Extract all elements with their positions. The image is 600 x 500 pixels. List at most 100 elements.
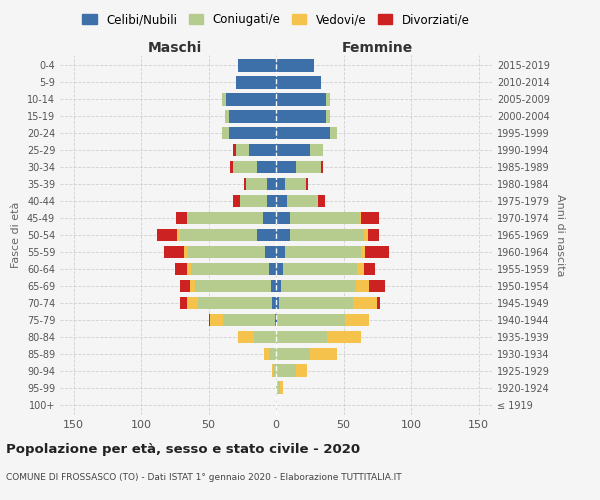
Bar [223,314,276,326]
Bar [276,246,361,258]
Bar [276,228,368,241]
Bar [276,144,323,156]
Bar [230,160,276,173]
Bar [274,364,276,377]
Bar [276,348,310,360]
Bar [276,246,365,258]
Bar [238,59,276,72]
Bar [276,280,369,292]
Bar [209,314,276,326]
Bar [235,76,276,88]
Bar [226,93,276,106]
Bar [191,262,276,276]
Bar [276,178,306,190]
Bar [276,228,290,241]
Bar [276,76,320,88]
Bar [178,228,276,241]
Bar [264,348,276,360]
Bar [238,59,276,72]
Bar [229,110,276,122]
Bar [276,348,337,360]
Bar [276,280,356,292]
Bar [187,296,276,310]
Bar [264,348,276,360]
Bar [276,280,385,292]
Bar [276,110,330,122]
Y-axis label: Fasce di età: Fasce di età [11,202,21,268]
Bar [210,314,276,326]
Bar [276,160,296,173]
Text: Maschi: Maschi [148,41,202,55]
Bar [276,296,278,310]
Bar [222,126,276,140]
Bar [276,228,364,241]
Bar [238,59,276,72]
Bar [276,296,377,310]
Bar [222,126,276,140]
Bar [247,178,276,190]
Bar [276,382,283,394]
Bar [272,296,276,310]
Bar [180,280,276,292]
Bar [175,262,276,276]
Bar [187,262,276,276]
Bar [276,296,353,310]
Bar [276,59,314,72]
Bar [235,76,276,88]
Bar [222,93,276,106]
Bar [276,314,345,326]
Bar [276,76,320,88]
Bar [276,178,308,190]
Bar [249,144,276,156]
Bar [276,144,310,156]
Bar [276,178,286,190]
Text: Femmine: Femmine [341,41,413,55]
Bar [276,364,307,377]
Bar [276,93,330,106]
Bar [187,212,276,224]
Bar [176,212,276,224]
Bar [276,246,286,258]
Text: Popolazione per età, sesso e stato civile - 2020: Popolazione per età, sesso e stato civil… [6,442,360,456]
Bar [180,228,276,241]
Bar [222,93,276,106]
Bar [276,93,326,106]
Bar [233,144,276,156]
Bar [276,262,283,276]
Bar [235,76,276,88]
Bar [276,110,326,122]
Bar [276,330,361,344]
Bar [272,364,276,377]
Legend: Celibi/Nubili, Coniugati/e, Vedovi/e, Divorziati/e: Celibi/Nubili, Coniugati/e, Vedovi/e, Di… [77,8,475,31]
Bar [276,194,318,207]
Bar [269,348,276,360]
Bar [276,194,325,207]
Bar [276,110,330,122]
Bar [235,144,276,156]
Bar [222,126,276,140]
Bar [276,76,320,88]
Bar [276,59,314,72]
Bar [276,246,389,258]
Bar [224,110,276,122]
Bar [276,212,379,224]
Bar [276,194,317,207]
Bar [184,246,276,258]
Bar [247,178,276,190]
Bar [257,228,276,241]
Bar [276,314,369,326]
Bar [235,76,276,88]
Bar [265,246,276,258]
Bar [276,144,323,156]
Bar [239,194,276,207]
Bar [266,194,276,207]
Bar [276,110,330,122]
Bar [188,246,276,258]
Bar [266,178,276,190]
Bar [276,194,287,207]
Bar [195,280,276,292]
Bar [263,212,276,224]
Bar [164,246,276,258]
Bar [276,178,306,190]
Bar [276,364,307,377]
